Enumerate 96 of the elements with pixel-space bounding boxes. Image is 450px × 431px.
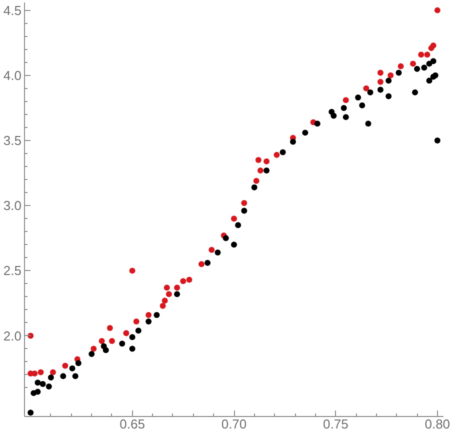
point xyxy=(28,410,34,416)
point xyxy=(355,94,362,101)
point xyxy=(40,380,46,387)
point xyxy=(204,260,211,266)
point xyxy=(412,89,418,96)
point xyxy=(50,369,56,376)
point xyxy=(208,246,215,253)
point xyxy=(363,85,370,92)
point xyxy=(257,167,264,174)
y-tick-label: 2.0 xyxy=(3,328,22,344)
point xyxy=(410,60,416,67)
point xyxy=(386,78,392,84)
y-tick-label: 3.5 xyxy=(3,133,22,148)
point xyxy=(241,208,248,214)
point xyxy=(34,380,41,386)
point xyxy=(62,362,68,369)
x-tick-label: 0.70 xyxy=(221,416,247,431)
point xyxy=(264,167,270,174)
point xyxy=(135,328,142,334)
point xyxy=(154,312,160,318)
point xyxy=(255,157,262,164)
point xyxy=(106,324,113,331)
point xyxy=(377,86,384,93)
point xyxy=(129,268,136,274)
x-tick-label: 0.75 xyxy=(323,416,348,431)
point xyxy=(231,216,237,222)
point xyxy=(251,184,258,190)
point xyxy=(231,242,237,248)
point xyxy=(222,235,229,242)
point xyxy=(398,63,404,70)
point xyxy=(430,42,436,48)
point xyxy=(162,298,168,304)
point xyxy=(421,64,428,71)
point xyxy=(166,291,172,298)
point xyxy=(198,261,204,268)
point xyxy=(38,369,44,376)
point xyxy=(235,222,242,228)
point xyxy=(434,7,440,14)
point xyxy=(88,351,95,358)
point xyxy=(48,374,54,380)
point xyxy=(430,58,436,64)
point xyxy=(359,102,366,108)
point xyxy=(90,346,97,352)
point xyxy=(388,72,394,78)
point xyxy=(146,318,152,324)
x-tick-label: 0.65 xyxy=(120,416,145,431)
y-tick-label: 4.0 xyxy=(3,68,22,83)
point xyxy=(396,70,402,76)
point xyxy=(418,52,424,58)
point xyxy=(302,130,308,136)
point xyxy=(424,52,430,58)
point xyxy=(290,138,296,145)
point xyxy=(119,340,126,347)
point xyxy=(342,114,349,120)
point xyxy=(241,200,248,206)
point xyxy=(186,276,192,283)
point xyxy=(75,360,82,366)
point xyxy=(46,384,52,390)
point xyxy=(434,138,440,144)
point xyxy=(98,338,105,344)
point xyxy=(160,302,166,309)
point xyxy=(60,373,66,380)
point xyxy=(174,284,180,291)
point xyxy=(164,284,170,291)
point xyxy=(330,112,337,119)
point xyxy=(108,338,115,344)
point xyxy=(174,291,180,298)
point xyxy=(386,93,392,100)
point xyxy=(180,278,186,284)
point xyxy=(129,334,136,340)
point xyxy=(314,120,320,127)
point xyxy=(133,318,140,324)
point xyxy=(340,104,347,111)
point xyxy=(253,178,260,184)
point xyxy=(146,312,152,318)
point xyxy=(342,97,349,104)
y-tick-label: 3.0 xyxy=(3,198,22,214)
point xyxy=(377,70,384,76)
point xyxy=(280,149,286,156)
point xyxy=(69,365,76,372)
point xyxy=(102,347,109,354)
y-tick-label: 4.5 xyxy=(3,2,22,18)
point xyxy=(426,78,432,84)
point xyxy=(123,330,130,336)
point xyxy=(72,373,78,380)
x-tick-label: 0.80 xyxy=(424,416,450,431)
point xyxy=(129,346,136,352)
point xyxy=(365,120,372,127)
point xyxy=(414,66,420,72)
point xyxy=(367,89,374,96)
point xyxy=(214,249,221,256)
y-tick-label: 2.5 xyxy=(3,263,22,278)
point xyxy=(377,78,384,85)
point xyxy=(274,152,280,158)
point xyxy=(34,388,41,395)
point xyxy=(264,158,270,164)
